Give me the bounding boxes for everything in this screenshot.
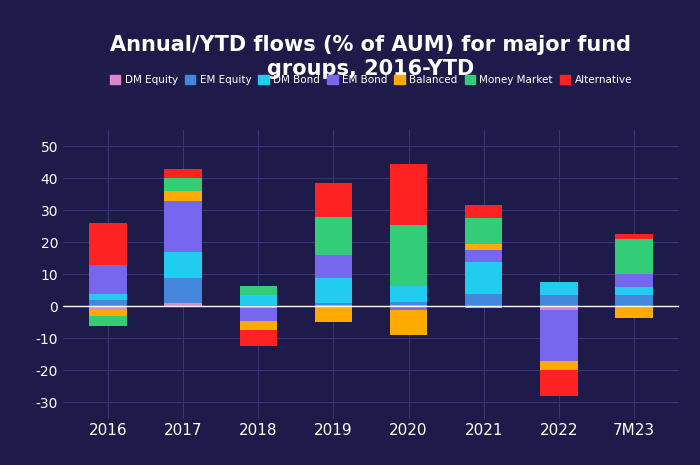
Bar — [540, 295, 578, 306]
Bar — [164, 191, 202, 201]
Bar — [239, 295, 277, 305]
Bar — [239, 305, 277, 306]
Bar — [164, 201, 202, 252]
Bar — [90, 316, 127, 326]
Bar — [615, 274, 652, 287]
Bar — [465, 218, 503, 244]
Bar — [239, 321, 277, 331]
Bar — [465, 261, 503, 293]
Bar — [239, 306, 277, 308]
Bar — [90, 265, 127, 293]
Bar — [315, 306, 352, 322]
Bar — [465, 306, 503, 308]
Bar — [315, 183, 352, 217]
Bar — [90, 223, 127, 265]
Bar — [239, 308, 277, 321]
Bar — [615, 287, 652, 295]
Bar — [164, 278, 202, 303]
Bar — [239, 331, 277, 346]
Bar — [615, 308, 652, 318]
Bar — [390, 310, 427, 335]
Bar — [315, 278, 352, 303]
Bar — [164, 252, 202, 278]
Bar — [315, 217, 352, 255]
Bar — [90, 306, 127, 310]
Bar — [390, 286, 427, 302]
Bar — [390, 305, 427, 306]
Bar — [164, 303, 202, 306]
Bar — [540, 361, 578, 371]
Bar — [465, 293, 503, 306]
Bar — [540, 371, 578, 396]
Bar — [540, 306, 578, 310]
Bar — [315, 255, 352, 278]
Bar — [465, 244, 503, 250]
Bar — [315, 305, 352, 306]
Bar — [164, 178, 202, 191]
Bar — [90, 293, 127, 300]
Bar — [390, 164, 427, 225]
Title: Annual/YTD flows (% of AUM) for major fund
groups, 2016-YTD: Annual/YTD flows (% of AUM) for major fu… — [111, 35, 631, 79]
Bar — [315, 303, 352, 305]
Bar — [90, 300, 127, 306]
Bar — [390, 225, 427, 286]
Legend: DM Equity, EM Equity, DM Bond, EM Bond, Balanced, Money Market, Alternative: DM Equity, EM Equity, DM Bond, EM Bond, … — [107, 72, 635, 88]
Bar — [615, 295, 652, 306]
Bar — [540, 282, 578, 295]
Bar — [239, 286, 277, 295]
Bar — [615, 234, 652, 239]
Bar — [465, 206, 503, 218]
Bar — [540, 310, 578, 361]
Bar — [390, 306, 427, 310]
Bar — [390, 302, 427, 305]
Bar — [164, 169, 202, 178]
Bar — [90, 310, 127, 316]
Bar — [465, 250, 503, 261]
Bar — [615, 306, 652, 308]
Bar — [615, 239, 652, 274]
